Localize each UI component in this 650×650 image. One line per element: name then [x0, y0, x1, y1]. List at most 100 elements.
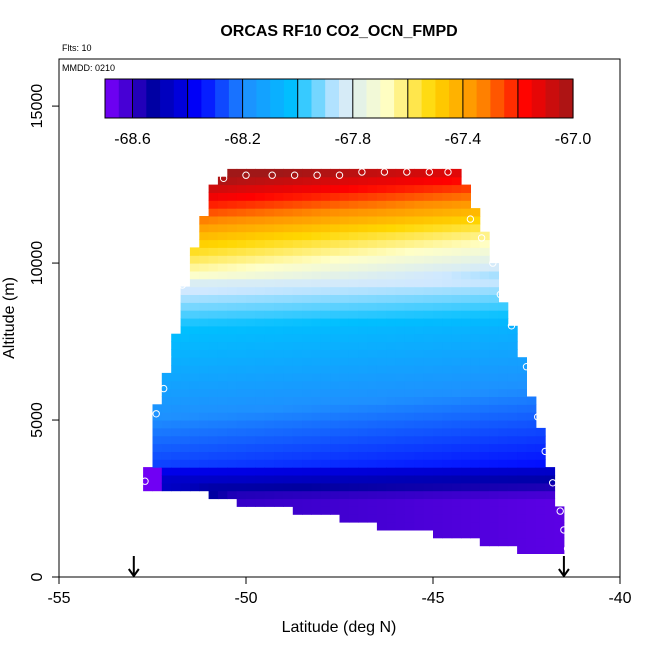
heatmap-cell — [180, 286, 191, 295]
heatmap-cell — [320, 168, 331, 178]
heatmap-cell — [264, 380, 275, 390]
heatmap-cell — [283, 294, 294, 303]
heatmap-cell — [246, 420, 256, 429]
heatmap-cell — [348, 200, 359, 209]
heatmap-cell — [461, 239, 471, 248]
heatmap-cell — [451, 208, 462, 217]
heatmap-cell — [236, 467, 247, 476]
heatmap-cell — [461, 506, 471, 515]
heatmap-cell — [386, 318, 397, 327]
heatmap-cell — [227, 341, 238, 350]
heatmap-cell — [311, 192, 322, 201]
heatmap-cell — [199, 247, 210, 256]
heatmap-cell — [376, 498, 387, 507]
heatmap-cell — [554, 529, 565, 539]
heatmap-cell — [348, 404, 359, 413]
heatmap-cell — [433, 255, 443, 264]
heatmap-cell — [517, 537, 527, 547]
heatmap-cell — [217, 223, 228, 233]
heatmap-cell — [152, 435, 163, 445]
heatmap-cell — [470, 208, 481, 217]
heatmap-cell — [404, 176, 415, 186]
heatmap-cell — [348, 514, 359, 523]
heatmap-cell — [292, 247, 303, 256]
heatmap-cell — [479, 506, 490, 515]
heatmap-cell — [227, 467, 238, 476]
heatmap-cell — [348, 216, 359, 225]
heatmap-cell — [171, 482, 182, 492]
heatmap-cell — [217, 239, 228, 248]
heatmap-cell — [236, 451, 247, 460]
heatmap-cell — [517, 372, 527, 382]
heatmap-cell — [208, 420, 219, 429]
heatmap-cell — [376, 247, 387, 256]
heatmap-cell — [386, 451, 397, 460]
heatmap-cell — [302, 255, 312, 264]
heatmap-cell — [339, 310, 350, 319]
heatmap-cell — [507, 435, 518, 445]
heatmap-cell — [517, 427, 527, 437]
heatmap-cell — [498, 482, 509, 492]
heatmap-cell — [236, 270, 247, 280]
heatmap-cell — [264, 231, 275, 241]
heatmap-cell — [489, 404, 499, 413]
heatmap-cell — [330, 435, 340, 445]
heatmap-cell — [423, 349, 434, 358]
heatmap-cell — [320, 412, 331, 421]
heatmap-cell — [339, 427, 350, 437]
heatmap-cell — [274, 231, 284, 241]
heatmap-cell — [358, 404, 369, 413]
heatmap-cell — [217, 349, 228, 358]
heatmap-cell — [358, 310, 369, 319]
heatmap-cell — [264, 184, 275, 193]
heatmap-cell — [367, 192, 378, 201]
heatmap-cell — [199, 365, 210, 374]
heatmap-cell — [199, 302, 210, 311]
heatmap-cell — [358, 223, 369, 233]
heatmap-cell — [376, 286, 387, 295]
heatmap-cell — [236, 294, 247, 303]
heatmap-cell — [330, 192, 340, 201]
heatmap-cell — [199, 388, 210, 397]
heatmap-cell — [433, 380, 443, 390]
heatmap-cell — [367, 216, 378, 225]
heatmap-cell — [376, 522, 387, 531]
heatmap-cell — [404, 341, 415, 350]
heatmap-cell — [246, 192, 256, 201]
heatmap-cell — [246, 357, 256, 366]
heatmap-cell — [330, 255, 340, 264]
heatmap-cell — [423, 231, 434, 241]
heatmap-cell — [227, 475, 238, 484]
heatmap-cell — [199, 341, 210, 350]
heatmap-cell — [330, 278, 340, 288]
heatmap-cell — [423, 247, 434, 256]
heatmap-cell — [348, 451, 359, 460]
heatmap-cell — [358, 514, 369, 523]
heatmap-cell — [180, 325, 191, 335]
heatmap-cell — [489, 302, 499, 311]
heatmap-cell — [217, 184, 228, 193]
heatmap-cell — [433, 223, 443, 233]
heatmap-cell — [423, 490, 434, 500]
heatmap-cell — [302, 286, 312, 295]
heatmap-cell — [274, 341, 284, 350]
heatmap-cell — [161, 380, 172, 390]
heatmap-cell — [283, 420, 294, 429]
heatmap-cell — [414, 294, 425, 303]
heatmap-cell — [264, 427, 275, 437]
heatmap-cell — [320, 482, 331, 492]
heatmap-cell — [451, 357, 462, 366]
heatmap-cell — [461, 388, 471, 397]
colorbar-segment — [311, 79, 326, 118]
heatmap-cell — [320, 200, 331, 209]
heatmap-cell — [320, 176, 331, 186]
flight-point — [268, 171, 276, 179]
heatmap-cell — [274, 349, 284, 358]
heatmap-cell — [423, 239, 434, 248]
heatmap-cell — [348, 443, 359, 452]
heatmap-cell — [199, 435, 210, 445]
heatmap-cell — [330, 231, 340, 241]
heatmap-cell — [414, 506, 425, 515]
heatmap-cell — [395, 176, 406, 186]
heatmap-cell — [358, 357, 369, 366]
